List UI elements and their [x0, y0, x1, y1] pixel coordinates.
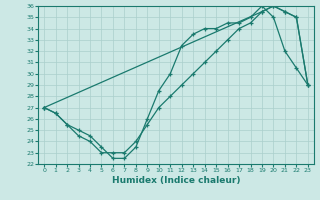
X-axis label: Humidex (Indice chaleur): Humidex (Indice chaleur)	[112, 176, 240, 185]
